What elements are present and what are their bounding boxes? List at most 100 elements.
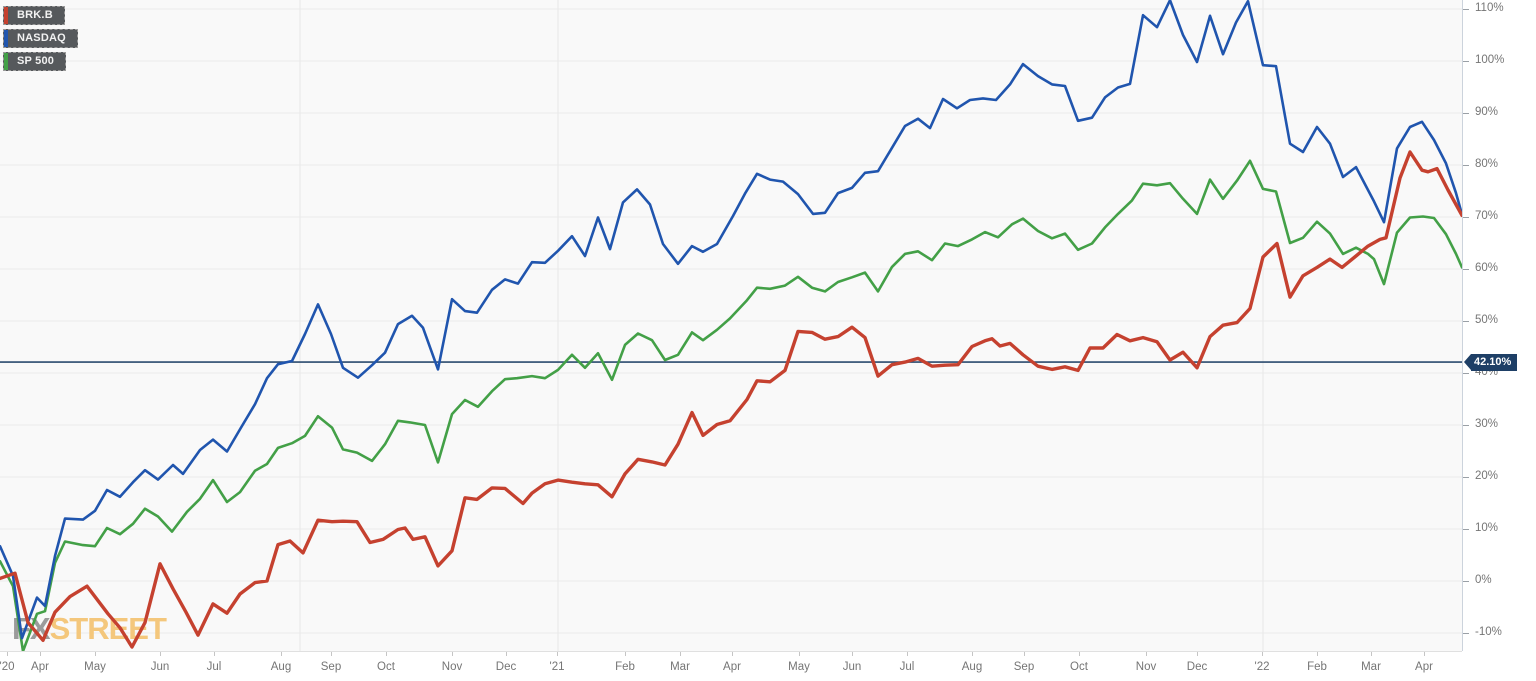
series-lines [0, 0, 1462, 651]
price-badge-arrow-icon [1464, 353, 1471, 370]
x-tick-label: Nov [441, 661, 463, 673]
y-tick [1463, 113, 1469, 114]
legend: BRK.B NASDAQ SP 500 [3, 6, 78, 75]
x-tick [557, 652, 558, 656]
y-tick [1463, 321, 1469, 322]
x-tick-label: Sep [320, 661, 342, 673]
y-tick [1463, 9, 1469, 10]
x-tick [95, 652, 96, 656]
x-axis[interactable]: '20 Apr May Jun Jul Aug Sep Oct Nov Dec '21 Feb Mar A… [0, 652, 1462, 681]
y-tick [1463, 529, 1469, 530]
x-tick-label: '21 [549, 661, 565, 673]
y-tick [1463, 633, 1469, 634]
x-tick [506, 652, 507, 656]
legend-item-sp-500[interactable]: SP 500 [3, 52, 67, 71]
x-tick [1146, 652, 1147, 656]
price-line-badge[interactable]: 42.10% [1464, 353, 1518, 371]
x-tick-label: Jul [206, 661, 222, 673]
x-tick [625, 652, 626, 656]
y-tick-label: 70% [1475, 210, 1499, 222]
x-tick [852, 652, 853, 656]
x-tick [1371, 652, 1372, 656]
x-tick [1424, 652, 1425, 656]
x-tick-label: May [788, 661, 810, 673]
y-tick [1463, 61, 1469, 62]
chart-canvas: FXSTREET [0, 0, 1462, 651]
x-tick-label: Sep [1013, 661, 1035, 673]
x-tick [7, 652, 8, 656]
y-tick [1463, 373, 1469, 374]
y-tick-label: 60% [1475, 262, 1499, 274]
x-tick [452, 652, 453, 656]
x-tick-label: Apr [723, 661, 741, 673]
x-tick-label: Feb [615, 661, 635, 673]
x-tick [799, 652, 800, 656]
x-tick [40, 652, 41, 656]
x-tick [972, 652, 973, 656]
y-tick [1463, 269, 1469, 270]
legend-item-nasdaq[interactable]: NASDAQ [3, 29, 78, 48]
series-line-sp-500[interactable] [0, 159, 1462, 651]
x-tick [1079, 652, 1080, 656]
x-tick-label: Mar [1361, 661, 1381, 673]
legend-label: SP 500 [17, 55, 55, 67]
x-tick-label: Dec [1186, 661, 1208, 673]
x-tick-label: Jun [842, 661, 862, 673]
x-tick-label: Apr [31, 661, 49, 673]
x-tick-label: Oct [1070, 661, 1088, 673]
y-tick-label: -10% [1475, 626, 1502, 638]
x-tick-label: '22 [1254, 661, 1270, 673]
x-tick [1024, 652, 1025, 656]
series-line-brk-b[interactable] [0, 150, 1462, 649]
x-tick [1197, 652, 1198, 656]
x-tick-label: Oct [377, 661, 395, 673]
series-line-nasdaq[interactable] [0, 0, 1462, 640]
y-tick [1463, 477, 1469, 478]
legend-color-strip [4, 53, 8, 70]
x-tick-label: Aug [270, 661, 292, 673]
y-axis[interactable]: 110% 100% 90% 80% 70% 60% 50% 40% 30% 20% 10% 0% -10… [1462, 0, 1536, 651]
x-tick-label: Nov [1135, 661, 1157, 673]
y-tick-label: 80% [1475, 158, 1499, 170]
x-tick [732, 652, 733, 656]
y-tick-label: 50% [1475, 314, 1499, 326]
legend-color-strip [4, 7, 8, 24]
x-tick-label: Apr [1415, 661, 1433, 673]
legend-item-brk-b[interactable]: BRK.B [3, 6, 65, 25]
y-tick [1463, 581, 1469, 582]
x-tick-label: Mar [670, 661, 690, 673]
x-tick-label: Jul [899, 661, 915, 673]
gridlines [0, 0, 1462, 651]
chart-area[interactable]: FXSTREET [0, 0, 1462, 652]
x-tick [160, 652, 161, 656]
x-tick-label: Dec [495, 661, 517, 673]
legend-color-strip [4, 30, 8, 47]
y-tick-label: 110% [1475, 2, 1504, 14]
y-tick-label: 10% [1475, 522, 1499, 534]
x-tick [386, 652, 387, 656]
x-tick-label: Jun [150, 661, 170, 673]
x-tick [907, 652, 908, 656]
x-tick [331, 652, 332, 656]
x-tick-label: '20 [0, 661, 15, 673]
x-tick-label: May [84, 661, 106, 673]
y-tick [1463, 425, 1469, 426]
y-tick-label: 20% [1475, 470, 1499, 482]
x-tick-label: Feb [1307, 661, 1327, 673]
x-tick [281, 652, 282, 656]
y-tick-label: 90% [1475, 106, 1499, 118]
y-tick [1463, 165, 1469, 166]
x-tick [1262, 652, 1263, 656]
y-tick-label: 100% [1475, 54, 1505, 66]
legend-label: BRK.B [17, 9, 53, 21]
x-tick-label: Aug [961, 661, 983, 673]
y-tick-label: 0% [1475, 574, 1492, 586]
y-tick [1463, 217, 1469, 218]
x-tick [1317, 652, 1318, 656]
x-tick [214, 652, 215, 656]
x-tick [680, 652, 681, 656]
legend-label: NASDAQ [17, 32, 66, 44]
y-tick-label: 30% [1475, 418, 1499, 430]
price-badge-value: 42.10% [1471, 353, 1518, 371]
